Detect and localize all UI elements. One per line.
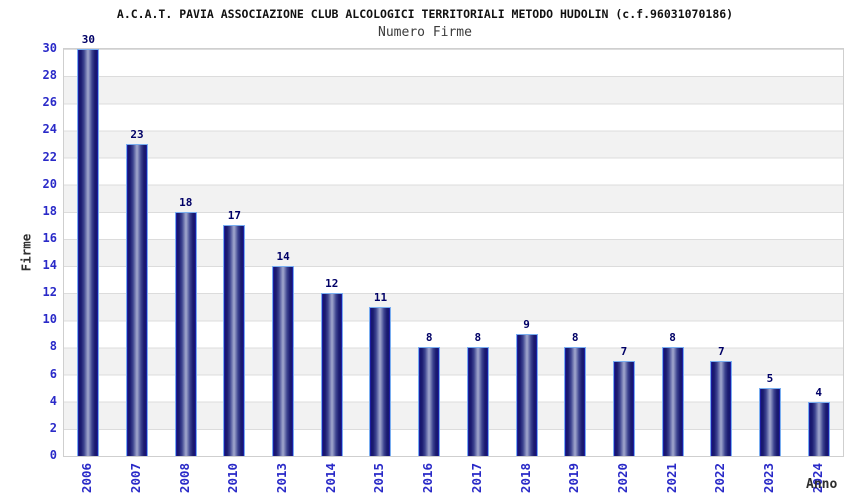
x-tick-label-2008: 2008 xyxy=(176,462,192,494)
bar-2021 xyxy=(661,347,684,456)
bar-value-label: 7 xyxy=(620,345,628,359)
bar-value-label: 8 xyxy=(571,331,579,345)
y-tick-label: 0 xyxy=(49,448,57,462)
bar-value-label: 8 xyxy=(474,331,482,345)
x-tick-label-2020: 2020 xyxy=(614,462,630,494)
bar-2023 xyxy=(758,388,781,456)
x-tick-label-2006: 2006 xyxy=(79,462,95,494)
bar-value-label: 11 xyxy=(373,290,388,304)
chart-subtitle: Numero Firme xyxy=(378,25,472,40)
x-tick-label-2010: 2010 xyxy=(225,462,241,494)
bar-value-label: 14 xyxy=(276,250,290,264)
y-tick-label: 12 xyxy=(42,285,57,300)
x-tick-label-2021: 2021 xyxy=(663,462,679,494)
y-tick-label: 2 xyxy=(49,420,57,435)
y-tick-label: 4 xyxy=(49,393,57,408)
bar-value-label: 7 xyxy=(717,345,725,359)
bar-value-label: 17 xyxy=(227,209,242,223)
y-tick-label: 20 xyxy=(42,176,57,191)
y-axis-title: Firme xyxy=(18,233,34,272)
bar-value-label: 23 xyxy=(130,127,144,141)
x-axis-title: Anno xyxy=(806,477,838,492)
x-tick-label-2022: 2022 xyxy=(712,462,728,494)
x-tick-label-2015: 2015 xyxy=(371,462,387,494)
bar-value-label: 18 xyxy=(179,195,193,209)
x-tick-label-2016: 2016 xyxy=(420,462,436,494)
y-tick-label: 28 xyxy=(42,68,57,83)
bar-2013 xyxy=(272,266,295,456)
bar-value-label: 4 xyxy=(815,385,822,399)
bar-2008 xyxy=(174,211,197,456)
plot-area: 30 23 18 17 14 12 11 8 8 9 8 7 8 7 5 4 xyxy=(63,33,844,457)
x-tick-label-2007: 2007 xyxy=(128,462,144,494)
y-tick-label: 14 xyxy=(42,258,57,273)
bar-2022 xyxy=(710,361,733,456)
x-tick-label-2019: 2019 xyxy=(566,462,582,494)
x-tick-label-2017: 2017 xyxy=(468,462,484,494)
chart-title: A.C.A.T. PAVIA ASSOCIAZIONE CLUB ALCOLOG… xyxy=(116,7,734,21)
y-tick-label: 24 xyxy=(42,122,57,137)
bar-2010 xyxy=(223,225,246,456)
y-tick-label: 18 xyxy=(42,203,57,218)
y-tick-label: 8 xyxy=(49,339,57,354)
bar-2024 xyxy=(807,401,830,456)
bar-value-label: 12 xyxy=(325,277,339,291)
bar-2007 xyxy=(126,143,149,456)
y-tick-label: 26 xyxy=(42,95,57,110)
y-tick-label: 22 xyxy=(42,149,57,164)
x-tick-label-2018: 2018 xyxy=(517,462,533,494)
bar-value-label: 9 xyxy=(523,317,530,331)
bar-2017 xyxy=(466,347,489,456)
x-tick-label-2013: 2013 xyxy=(274,462,290,494)
bar-2019 xyxy=(564,347,587,456)
y-tick-label: 30 xyxy=(42,41,57,55)
x-tick-label-2023: 2023 xyxy=(760,462,776,494)
y-tick-label: 16 xyxy=(42,230,57,245)
bar-2015 xyxy=(369,306,392,456)
bar-2014 xyxy=(320,293,343,456)
bar-value-label: 8 xyxy=(425,331,433,345)
bar-value-label: 8 xyxy=(669,331,676,345)
bar-value-label: 5 xyxy=(766,372,774,386)
bar-value-label: 30 xyxy=(81,33,95,46)
bar-2016 xyxy=(418,347,441,456)
bar-2020 xyxy=(612,361,635,456)
y-tick-label: 6 xyxy=(49,366,57,381)
y-tick-label: 10 xyxy=(42,312,57,327)
bar-2006 xyxy=(77,49,100,456)
bar-2018 xyxy=(515,333,538,456)
x-tick-label-2014: 2014 xyxy=(322,462,338,494)
